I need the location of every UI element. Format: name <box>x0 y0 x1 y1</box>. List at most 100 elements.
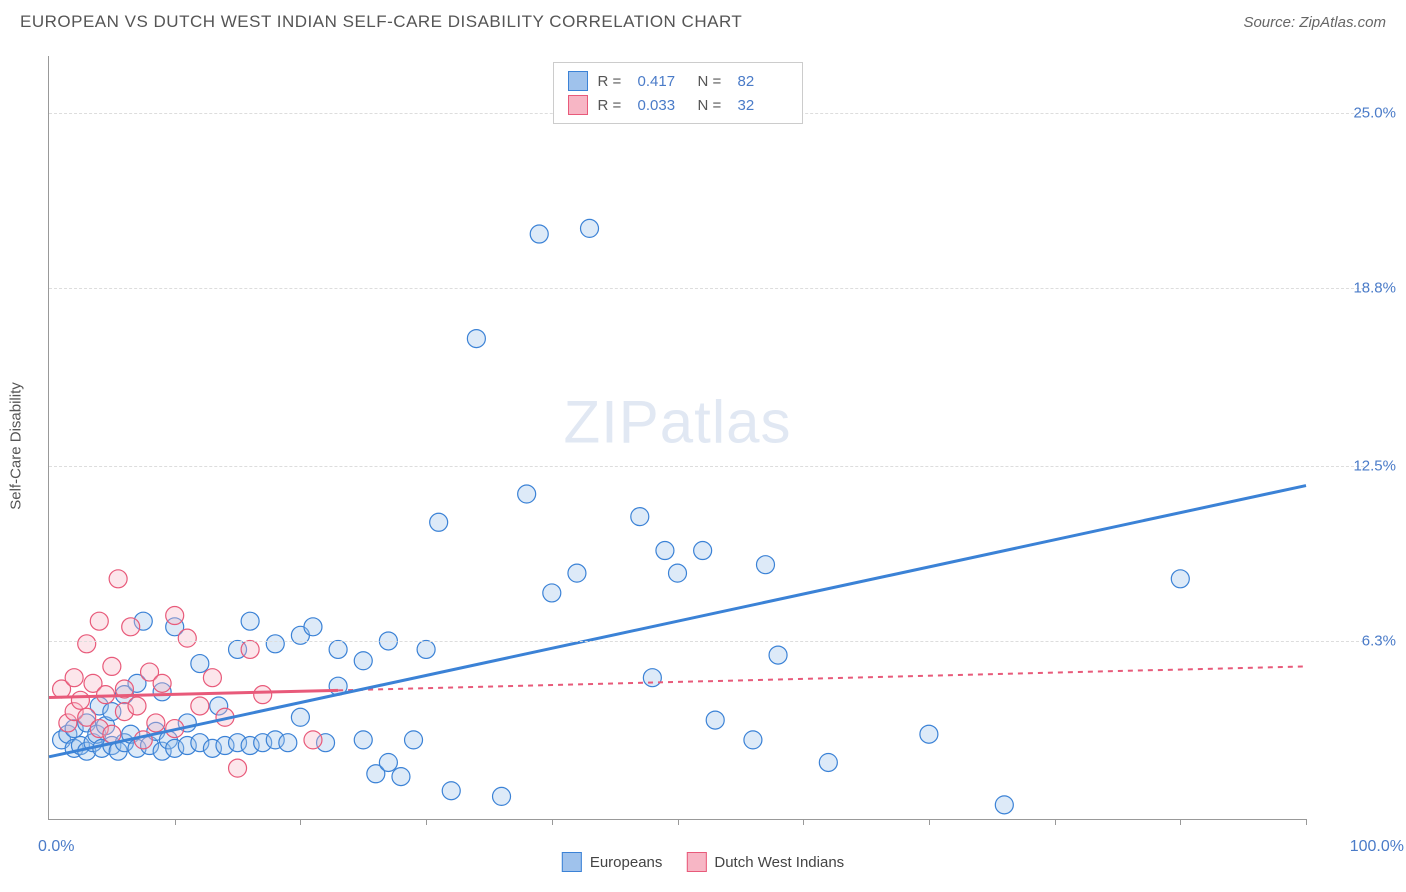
data-point <box>122 618 140 636</box>
data-point <box>229 759 247 777</box>
data-point <box>493 787 511 805</box>
data-point <box>518 485 536 503</box>
data-point <box>153 674 171 692</box>
data-point <box>354 652 372 670</box>
x-axis-max-label: 100.0% <box>1350 838 1404 856</box>
correlation-legend: R = 0.417 N = 82 R = 0.033 N = 32 <box>553 62 803 124</box>
x-tick <box>1306 819 1307 825</box>
x-tick <box>426 819 427 825</box>
y-tick-label: 18.8% <box>1353 279 1396 296</box>
r-label: R = <box>598 73 628 90</box>
data-point <box>543 584 561 602</box>
data-point <box>241 640 259 658</box>
legend-item-europeans: Europeans <box>562 852 663 872</box>
chart-container: R = 0.417 N = 82 R = 0.033 N = 32 ZIPatl… <box>48 56 1306 820</box>
legend-label-europeans: Europeans <box>590 854 663 871</box>
data-point <box>90 612 108 630</box>
data-point <box>568 564 586 582</box>
x-tick <box>300 819 301 825</box>
data-point <box>379 753 397 771</box>
r-value-europeans: 0.417 <box>638 73 688 90</box>
data-point <box>147 714 165 732</box>
data-point <box>241 612 259 630</box>
data-point <box>706 711 724 729</box>
gridline <box>49 641 1364 642</box>
data-point <box>392 768 410 786</box>
data-point <box>643 669 661 687</box>
legend-label-dutch: Dutch West Indians <box>714 854 844 871</box>
data-point <box>203 669 221 687</box>
x-tick <box>1055 819 1056 825</box>
n-value-europeans: 82 <box>738 73 788 90</box>
data-point <box>530 225 548 243</box>
data-point <box>669 564 687 582</box>
x-tick <box>175 819 176 825</box>
legend-item-dutch: Dutch West Indians <box>686 852 844 872</box>
swatch-europeans <box>568 71 588 91</box>
data-point <box>191 655 209 673</box>
data-point <box>354 731 372 749</box>
data-point <box>78 635 96 653</box>
x-tick <box>1180 819 1181 825</box>
x-tick <box>929 819 930 825</box>
data-point <box>442 782 460 800</box>
n-label: N = <box>698 73 728 90</box>
data-point <box>65 669 83 687</box>
x-tick <box>678 819 679 825</box>
n-value-dutch: 32 <box>738 97 788 114</box>
gridline <box>49 466 1364 467</box>
y-tick-label: 25.0% <box>1353 104 1396 121</box>
data-point <box>1171 570 1189 588</box>
data-point <box>631 508 649 526</box>
data-point <box>291 708 309 726</box>
trendline-extrapolated <box>338 666 1306 690</box>
x-tick <box>803 819 804 825</box>
data-point <box>430 513 448 531</box>
r-value-dutch: 0.033 <box>638 97 688 114</box>
trendline <box>49 486 1306 757</box>
data-point <box>109 570 127 588</box>
data-point <box>71 691 89 709</box>
legend-row-dutch: R = 0.033 N = 32 <box>568 93 788 117</box>
series-legend: Europeans Dutch West Indians <box>562 852 844 872</box>
data-point <box>191 697 209 715</box>
data-point <box>405 731 423 749</box>
data-point <box>995 796 1013 814</box>
data-point <box>417 640 435 658</box>
data-point <box>103 657 121 675</box>
data-point <box>769 646 787 664</box>
data-point <box>166 607 184 625</box>
swatch-dutch <box>568 95 588 115</box>
data-point <box>304 618 322 636</box>
y-tick-label: 6.3% <box>1362 632 1396 649</box>
data-point <box>744 731 762 749</box>
data-point <box>128 697 146 715</box>
plot-area: R = 0.417 N = 82 R = 0.033 N = 32 ZIPatl… <box>48 56 1306 820</box>
data-point <box>581 219 599 237</box>
data-point <box>819 753 837 771</box>
data-point <box>329 640 347 658</box>
data-point <box>279 734 297 752</box>
data-point <box>467 330 485 348</box>
data-point <box>694 542 712 560</box>
x-axis-min-label: 0.0% <box>38 838 74 856</box>
data-point <box>756 556 774 574</box>
scatter-plot-svg <box>49 56 1306 819</box>
x-tick <box>552 819 553 825</box>
data-point <box>266 635 284 653</box>
swatch-dutch <box>686 852 706 872</box>
data-point <box>178 629 196 647</box>
data-point <box>656 542 674 560</box>
source-attribution: Source: ZipAtlas.com <box>1243 14 1386 31</box>
data-point <box>920 725 938 743</box>
chart-title: EUROPEAN VS DUTCH WEST INDIAN SELF-CARE … <box>20 12 742 32</box>
y-tick-label: 12.5% <box>1353 457 1396 474</box>
data-point <box>304 731 322 749</box>
legend-row-europeans: R = 0.417 N = 82 <box>568 69 788 93</box>
y-axis-title: Self-Care Disability <box>8 382 25 510</box>
n-label: N = <box>698 97 728 114</box>
swatch-europeans <box>562 852 582 872</box>
r-label: R = <box>598 97 628 114</box>
gridline <box>49 288 1364 289</box>
data-point <box>254 686 272 704</box>
